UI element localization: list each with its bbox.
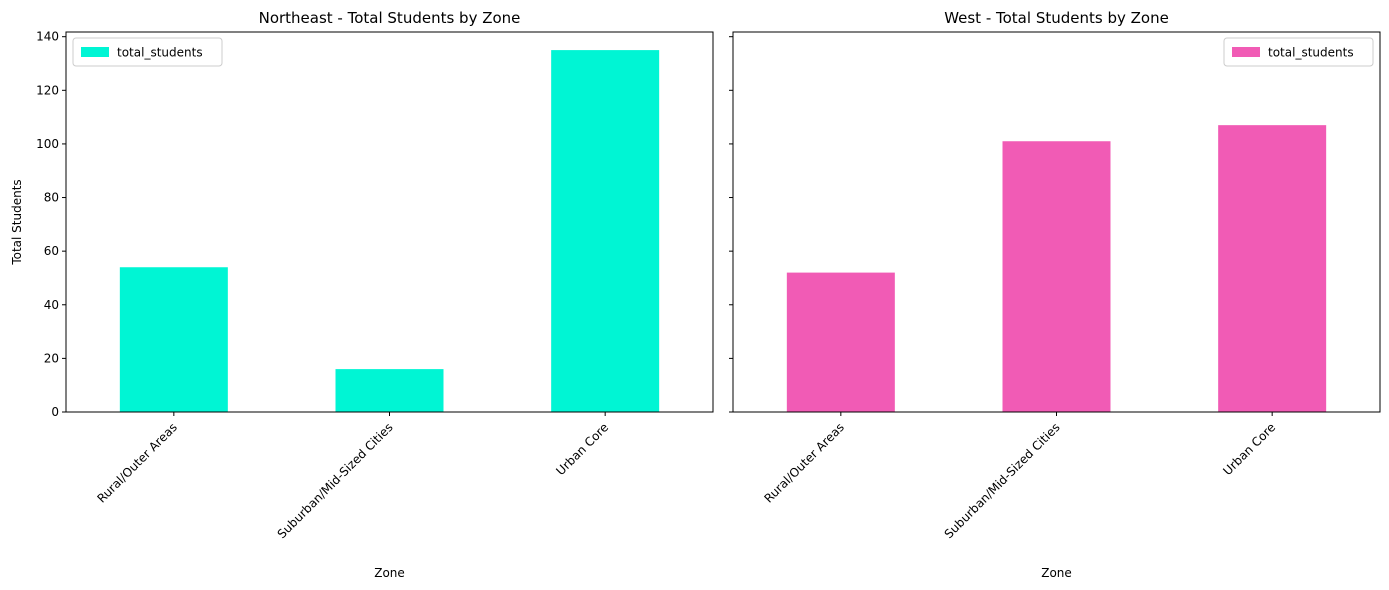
chart2-xtick-label: Rural/Outer Areas: [762, 420, 847, 505]
chart2-legend-box: [1223, 37, 1374, 67]
chart1-x-axis-label: Zone: [374, 566, 405, 580]
chart1-xtick-label: Suburban/Mid-Sized Cities: [275, 420, 396, 541]
chart1-bar-suburban-mid-sized-cities: [335, 369, 444, 412]
chart2-bar-rural-outer-areas: [786, 272, 895, 412]
northeast-chart-panel: 0 20 40 60 80 100 120 140 Rural/Outer Areas Subur…: [10, 9, 714, 580]
chart1-ytick-label: 20: [44, 351, 59, 365]
chart1-bar-urban-core: [551, 50, 660, 412]
chart2-legend-label: total_students: [1268, 46, 1354, 60]
chart1-xtick-label: Urban Core: [553, 420, 611, 478]
chart1-title: Northeast - Total Students by Zone: [259, 9, 521, 27]
chart1-legend: total_students: [72, 37, 223, 67]
chart2-title: West - Total Students by Zone: [944, 9, 1169, 27]
chart1-ytick-label: 0: [51, 405, 59, 419]
chart1-ytick-label: 40: [44, 298, 59, 312]
chart1-legend-label: total_students: [117, 46, 203, 60]
chart2-x-axis-label: Zone: [1041, 566, 1072, 580]
chart1-ytick-label: 120: [36, 83, 59, 97]
chart1-ytick-label: 140: [36, 30, 59, 44]
chart1-y-axis-label: Total Students: [10, 179, 24, 265]
chart1-legend-box: [72, 37, 223, 67]
chart1-ytick-label: 60: [44, 244, 59, 258]
chart1-legend-swatch: [81, 47, 109, 57]
chart2-legend: total_students: [1223, 37, 1374, 67]
chart2-bar-urban-core: [1218, 125, 1327, 412]
chart2-bar-suburban-mid-sized-cities: [1002, 141, 1111, 412]
chart1-ytick-label: 100: [36, 137, 59, 151]
chart2-legend-swatch: [1232, 47, 1260, 57]
chart2-xtick-label: Suburban/Mid-Sized Cities: [942, 420, 1063, 541]
west-chart-panel: Rural/Outer Areas Suburban/Mid-Sized Citi…: [729, 9, 1381, 580]
chart1-bar-rural-outer-areas: [119, 267, 228, 412]
chart1-xtick-label: Rural/Outer Areas: [95, 420, 180, 505]
chart2-xtick-label: Urban Core: [1220, 420, 1278, 478]
chart1-ytick-label: 80: [44, 191, 59, 205]
